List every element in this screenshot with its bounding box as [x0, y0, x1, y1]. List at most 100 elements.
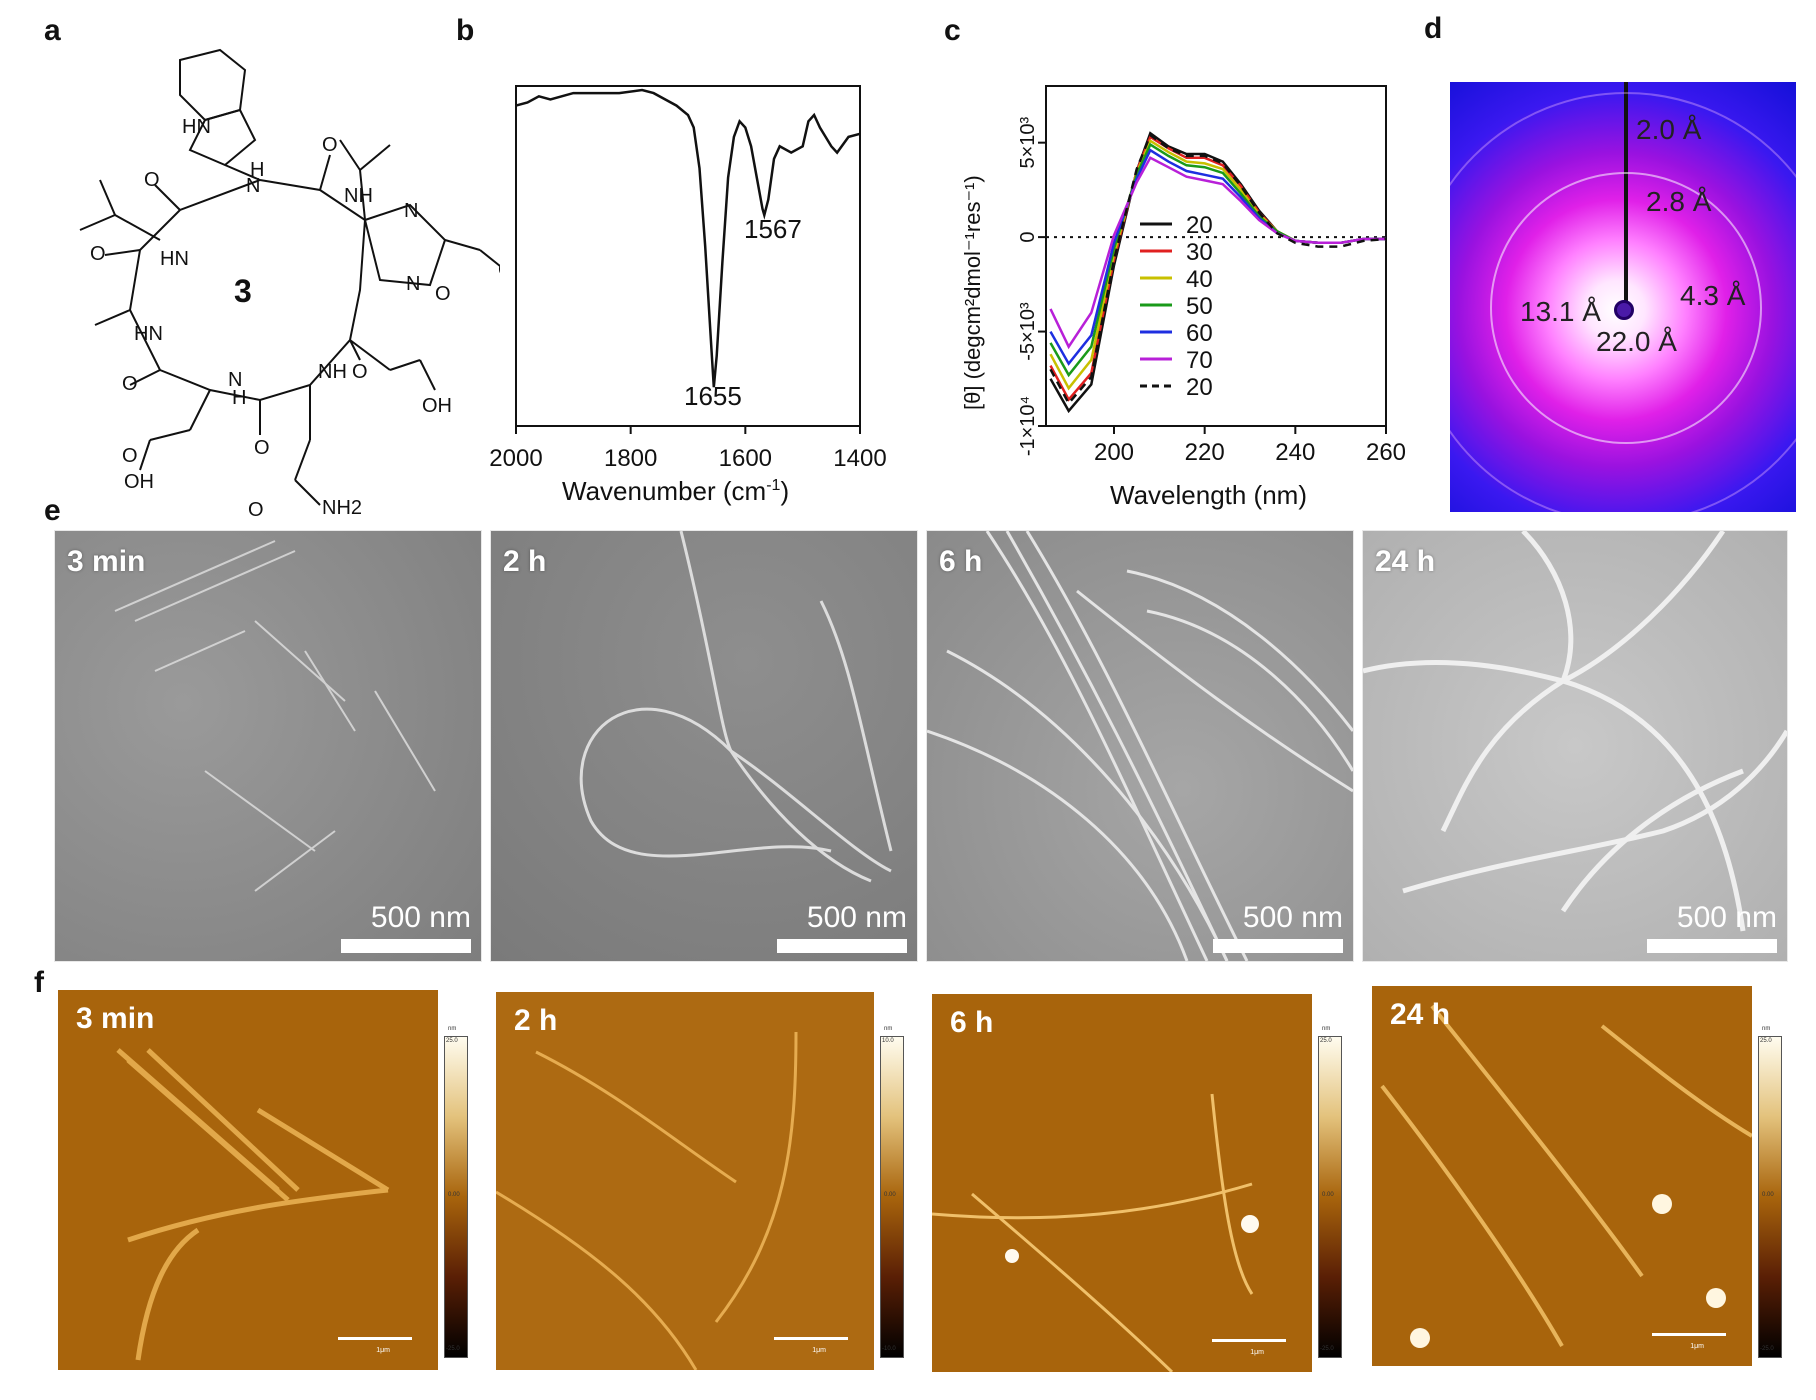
- cd-x-tick-label: 200: [1094, 439, 1134, 466]
- atom-label: H: [232, 387, 246, 409]
- afm-scale-bar: [1212, 1339, 1286, 1342]
- afm-scale-label: 1μm: [812, 1347, 826, 1354]
- cd-y-tick-label: -1×10⁴: [1017, 396, 1039, 456]
- tem-scale-bar: [777, 939, 907, 953]
- atom-label: NH: [344, 185, 373, 207]
- atom-label: O: [435, 283, 451, 305]
- ir-x-tick-label: 1600: [719, 445, 772, 472]
- afm-time-label: 3 min: [76, 1002, 155, 1035]
- fibril-overlay: [496, 1031, 798, 1370]
- tem-time-label: 24 h: [1375, 545, 1436, 578]
- atom-label: O: [122, 445, 138, 467]
- afm-scale-bar: [1652, 1333, 1726, 1336]
- cd-x-axis-label: Wavelength (nm): [1110, 480, 1307, 510]
- afm-image-24h: 24 h 1μm: [1372, 986, 1752, 1366]
- atom-label: O: [254, 437, 270, 459]
- afm-scale-bar: [338, 1337, 412, 1340]
- afm-colorbar-mid: 0.00: [1762, 1192, 1774, 1198]
- afm-scale-label: 1μm: [1250, 1349, 1264, 1356]
- afm-colorbar-min: -25.0: [1320, 1346, 1334, 1352]
- ir-x-axis-label: Wavenumber (cm-1): [562, 476, 789, 506]
- ir-ticks-group: 2000 1800 1600 1400: [489, 426, 887, 472]
- afm-colorbar-max: 10.0: [882, 1038, 894, 1044]
- tem-scale-bar: [341, 939, 471, 953]
- afm-colorbar: [444, 1036, 468, 1358]
- atom-label: NH: [318, 361, 347, 383]
- cd-x-tick-label: 240: [1275, 439, 1315, 466]
- afm-colorbar-max: 25.0: [446, 1038, 458, 1044]
- afm-colorbar-mid: 0.00: [448, 1192, 460, 1198]
- fibril-overlay: [1363, 531, 1787, 932]
- atom-label: HN: [160, 248, 189, 270]
- panel-label-a: a: [44, 14, 61, 47]
- cd-y-tick-label: -5×10³: [1017, 302, 1039, 361]
- afm-particle: [1706, 1288, 1726, 1308]
- fibril-overlay: [932, 1093, 1259, 1372]
- ir-plot-frame: [515, 85, 861, 427]
- tem-image-24h: 24 h 500 nm: [1362, 530, 1788, 962]
- cd-x-tick-label: 220: [1185, 439, 1225, 466]
- afm-colorbar-unit: nm: [1762, 1026, 1771, 1032]
- cd-legend-label: 60: [1186, 320, 1213, 347]
- tem-image-3min: 3 min 500 nm: [54, 530, 482, 962]
- afm-colorbar-min: -25.0: [1760, 1346, 1774, 1352]
- afm-colorbar-mid: 0.00: [1322, 1192, 1334, 1198]
- tem-image-2h: 2 h 500 nm: [490, 530, 918, 962]
- tem-scale-bar: [1647, 939, 1777, 953]
- panel-label-f: f: [34, 966, 44, 999]
- xrd-label-13.1: 13.1 Å: [1520, 296, 1601, 327]
- atom-label: OH: [498, 259, 500, 281]
- afm-time-label: 2 h: [514, 1004, 558, 1037]
- afm-colorbar-min: -10.0: [882, 1346, 896, 1352]
- tem-image-6h: 6 h 500 nm: [926, 530, 1354, 962]
- afm-colorbar-min: -25.0: [446, 1346, 460, 1352]
- panel-label-e: e: [44, 494, 61, 527]
- chemical-structure: HN O H N O NH HN N OH O N O HN O N H O N…: [79, 48, 500, 520]
- cd-series-70-line: [1049, 156, 1386, 350]
- ir-series-line: [515, 88, 861, 388]
- tem-scale-label: 500 nm: [370, 901, 471, 934]
- cd-series-20-line: [1049, 131, 1386, 414]
- atom-label: HN: [182, 116, 211, 138]
- cd-legend-label: 50: [1186, 293, 1213, 320]
- atom-label: N: [246, 175, 260, 197]
- cd-series-20-line: [1049, 133, 1387, 406]
- afm-scale-label: 1μm: [376, 1347, 390, 1354]
- xrd-label-4.3: 4.3 Å: [1680, 280, 1746, 311]
- atom-label: O: [248, 499, 264, 520]
- cd-y-tick-label: 0: [1017, 232, 1039, 243]
- cd-legend-label: 20: [1186, 374, 1213, 401]
- afm-time-label: 24 h: [1390, 998, 1451, 1031]
- afm-image-2h: 2 h 1μm: [496, 992, 874, 1370]
- atom-label: O: [122, 373, 138, 395]
- cd-legend-label: 70: [1186, 347, 1213, 374]
- cd-plot-frame: [1045, 85, 1387, 427]
- ir-peak-label-1655: 1655: [684, 381, 742, 411]
- afm-colorbar-max: 25.0: [1760, 1038, 1772, 1044]
- afm-colorbar-max: 25.0: [1320, 1038, 1332, 1044]
- afm-colorbar: [880, 1036, 904, 1358]
- atom-label: N: [404, 200, 418, 222]
- afm-colorbar-unit: nm: [1322, 1026, 1331, 1032]
- atom-label: OH: [422, 395, 452, 417]
- afm-colorbar-mid: 0.00: [884, 1192, 896, 1198]
- cd-ticks-group: 200 220 240 260 5×10³ 0 -5×10³ -1×10⁴: [1017, 116, 1406, 466]
- atom-label: O: [352, 361, 368, 383]
- xrd-label-2.8: 2.8 Å: [1646, 186, 1712, 217]
- afm-image-6h: 6 h 1μm: [932, 994, 1312, 1372]
- afm-colorbar: [1318, 1036, 1342, 1358]
- afm-particle: [1241, 1215, 1259, 1233]
- fibril-overlay: [116, 1048, 390, 1361]
- cd-legend-label: 20: [1186, 212, 1213, 239]
- tem-scale-label: 500 nm: [1242, 901, 1343, 934]
- cd-y-tick-label: 5×10³: [1017, 116, 1039, 168]
- tem-scale-label: 500 nm: [806, 901, 907, 934]
- atom-label: N: [406, 273, 420, 295]
- fibril-overlay: [579, 531, 893, 883]
- cd-series-group: [1049, 131, 1387, 414]
- afm-particle: [1410, 1328, 1430, 1348]
- afm-image-3min: 3 min 1μm: [58, 990, 438, 1370]
- tem-scale-bar: [1213, 939, 1343, 953]
